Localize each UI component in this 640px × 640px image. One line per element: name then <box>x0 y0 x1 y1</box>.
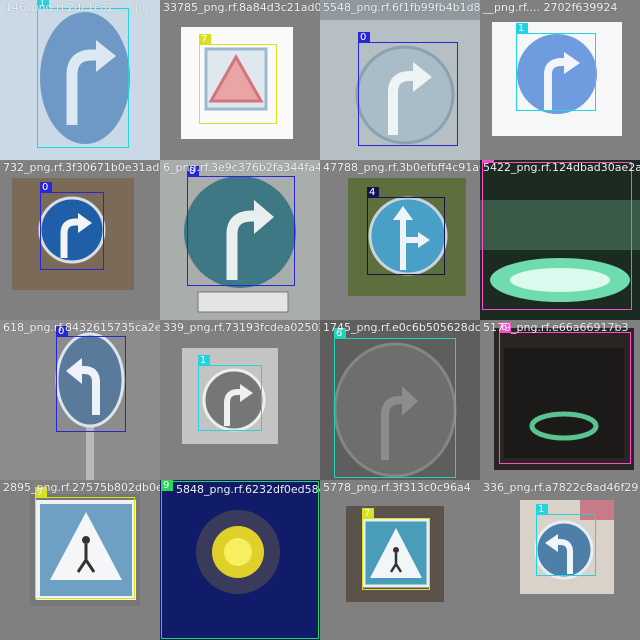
class-label: 5 <box>482 160 494 163</box>
bounding-box: 1 <box>198 355 262 431</box>
tile: 7 5778_png.rf.3f313c0c96a4 <box>320 480 480 640</box>
bounding-box: 5 <box>482 160 632 310</box>
tile: 1 146_png.rf.2dc1c82... .jpg <box>0 0 160 160</box>
fork-arrow-icon <box>368 196 448 276</box>
bounding-box: 7 <box>35 487 135 599</box>
tile: 0 5548_png.rf.6f1fb99fb4b1d82444 <box>320 0 480 160</box>
class-label: 1 <box>516 23 528 34</box>
bounding-box: 1 <box>536 504 596 576</box>
class-label: 9 <box>161 480 173 491</box>
tile: 0 6_png.rf.3e9c376b2fa344fa4 <box>160 160 320 320</box>
tile: 1 __png.rf.... 2702f639924 <box>480 0 640 160</box>
tile: 1 339_png.rf.73193fcdea02502dfa <box>160 320 320 480</box>
sign-photo <box>320 0 480 160</box>
tile-caption: 1745_png.rf.e0c6b505628dc4 <box>323 321 480 334</box>
right-turn-arrow-icon <box>320 0 480 145</box>
tile: 6 1745_png.rf.e0c6b505628dc4 <box>320 320 480 480</box>
class-label: 7 <box>35 487 47 498</box>
pedestrian-crossing-icon <box>36 500 136 600</box>
class-label: 7 <box>199 34 211 45</box>
class-label: 7 <box>362 508 374 519</box>
tile: 4 47788_png.rf.3b0efbff4c91a0 <box>320 160 480 320</box>
tile-caption: 2895_png.rf.27575b802db0e5949 <box>3 481 160 494</box>
right-turn-arrow-icon <box>517 34 597 114</box>
sign-photo <box>494 328 634 470</box>
bounding-box: 4 <box>367 187 445 275</box>
right-turn-arrow-icon <box>184 176 296 313</box>
tile-caption: 618_png.rf.8432615735ca2e83 <box>3 321 160 334</box>
bounding-box: 6 <box>499 322 631 464</box>
sign-photo <box>320 320 480 480</box>
tile-caption: 6_png.rf.3e9c376b2fa344fa4 <box>163 161 320 174</box>
class-label: 6 <box>499 322 511 333</box>
green-light-icon <box>480 200 640 302</box>
bounding-box: 7 <box>362 508 430 590</box>
sign-photo <box>181 27 293 139</box>
tile: 1 336_png.rf.a7822c8ad46f29 <box>480 480 640 640</box>
tile-caption: 5422_png.rf.124dbad30ae2a <box>483 161 640 174</box>
left-turn-arrow-icon <box>534 500 614 580</box>
sign-photo <box>0 320 160 480</box>
bounding-box: 0 <box>358 32 458 146</box>
tile-caption: 47788_png.rf.3b0efbff4c91a0 <box>323 161 480 174</box>
sign-photo <box>480 160 640 320</box>
tile-caption: __png.rf.... 2702f639924 <box>483 1 618 14</box>
class-label: 6 <box>334 328 346 339</box>
bounding-box: 6 <box>334 328 456 478</box>
sign-photo <box>520 500 614 594</box>
tile: 6 5179_png.rf.e66a66917b3 <box>480 320 640 480</box>
tile-caption: 732_png.rf.3f30671b0e31ad1e8c0 <box>3 161 160 174</box>
sign-photo <box>160 160 320 320</box>
tile-caption: 5848_png.rf.6232df0ed58c26 <box>176 483 320 496</box>
class-label: 1 <box>37 0 49 9</box>
bounding-box: 0 <box>187 166 295 286</box>
right-turn-arrow-icon <box>40 12 130 144</box>
bounding-box: 0 <box>56 326 126 432</box>
tile: 5 5422_png.rf.124dbad30ae2a <box>480 160 640 320</box>
tile-caption: 5778_png.rf.3f313c0c96a4 <box>323 481 471 494</box>
tile-caption: 5548_png.rf.6f1fb99fb4b1d82444 <box>323 1 480 14</box>
sign-photo <box>492 22 622 136</box>
sign-photo <box>0 0 160 160</box>
sign-photo <box>30 494 140 606</box>
bounding-box: 7 <box>199 34 277 124</box>
tile: 9 5848_png.rf.6232df0ed58c26 <box>160 480 320 640</box>
tile-caption: 339_png.rf.73193fcdea02502dfa <box>163 321 320 334</box>
bounding-box: 9 <box>161 480 319 639</box>
class-label: 0 <box>40 182 52 193</box>
tile: 7 33785_png.rf.8a84d3c21ad02d0e8 <box>160 0 320 160</box>
class-label: 1 <box>198 355 210 366</box>
class-label: 0 <box>56 326 68 337</box>
green-arrow-light-icon <box>504 348 624 458</box>
tile: 0 732_png.rf.3f30671b0e31ad1e8c0 <box>0 160 160 320</box>
right-turn-arrow-icon <box>202 368 266 432</box>
bounding-box: 1 <box>516 23 596 111</box>
tile-caption: 33785_png.rf.8a84d3c21ad02d0e8 <box>163 1 320 14</box>
tile-caption: 146_png.rf.2dc1c82... .jpg <box>5 1 149 14</box>
tile: 7 2895_png.rf.27575b802db0e5949 <box>0 480 160 640</box>
bounding-box: 0 <box>40 182 104 270</box>
pedestrian-crossing-icon <box>362 518 430 588</box>
tile: 0 618_png.rf.8432615735ca2e83 <box>0 320 160 480</box>
sign-photo <box>160 480 320 640</box>
left-turn-arrow-icon <box>55 332 125 480</box>
warning-triangle-icon <box>204 47 268 111</box>
class-label: 1 <box>536 504 548 515</box>
class-label: 0 <box>358 32 370 43</box>
bounding-box: 1 <box>37 0 129 148</box>
class-label: 0 <box>187 166 199 177</box>
tile-caption: 5179_png.rf.e66a66917b3 <box>483 321 629 334</box>
tile-caption: 336_png.rf.a7822c8ad46f29 <box>483 481 639 494</box>
class-label: 4 <box>367 187 379 198</box>
yellow-light-icon <box>196 510 280 594</box>
